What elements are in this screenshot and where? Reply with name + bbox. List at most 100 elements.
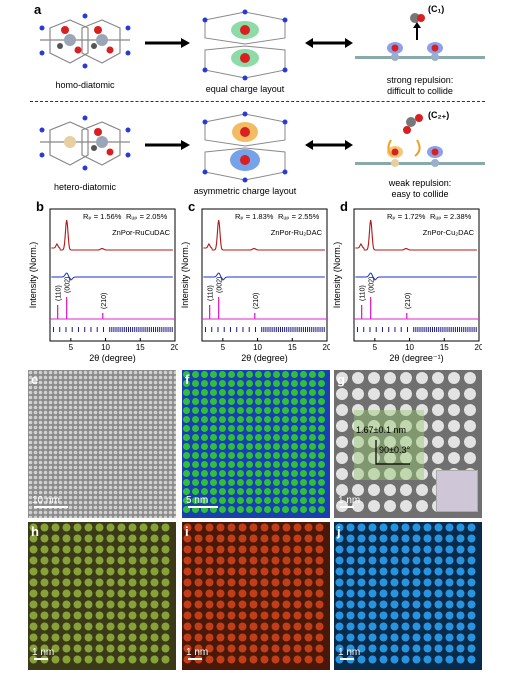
lattice-spot — [53, 455, 58, 460]
lattice-spot — [84, 644, 93, 653]
lattice-spot — [168, 475, 173, 480]
lattice-spot — [246, 407, 253, 414]
lattice-spot — [138, 395, 143, 400]
lattice-spot — [143, 380, 148, 385]
lattice-spot — [205, 622, 214, 631]
lattice-spot — [168, 450, 173, 455]
lattice-spot — [88, 470, 93, 475]
lattice-spot — [153, 385, 158, 390]
lattice-spot — [205, 556, 214, 565]
rp-value: Rₚ = 1.72% — [387, 212, 426, 221]
lattice-spot — [445, 600, 454, 609]
lattice-spot — [103, 485, 108, 490]
lattice-spot — [228, 497, 235, 504]
lattice-spot — [255, 434, 262, 441]
lattice-spot — [128, 644, 137, 653]
lattice-spot — [68, 445, 73, 450]
lattice-spot — [128, 380, 133, 385]
lattice-spot — [401, 523, 410, 532]
lattice-spot — [445, 545, 454, 554]
lattice-spot — [282, 534, 291, 543]
lattice-spot — [168, 435, 173, 440]
lattice-spot — [139, 556, 148, 565]
lattice-spot — [38, 450, 43, 455]
lattice-spot — [282, 470, 289, 477]
panel-f-scale-label: 5 nm — [186, 495, 209, 506]
lattice-spot — [467, 600, 476, 609]
lattice-spot — [53, 400, 58, 405]
lattice-spot — [103, 470, 108, 475]
lattice-spot — [68, 470, 73, 475]
lattice-spot — [138, 410, 143, 415]
lattice-spot — [98, 505, 103, 510]
lattice-spot — [123, 415, 128, 420]
lattice-spot — [291, 470, 298, 477]
lattice-spot — [128, 589, 137, 598]
lattice-spot — [83, 395, 88, 400]
lattice-spot — [238, 611, 247, 620]
lattice-spot — [384, 372, 396, 384]
lattice-spot — [93, 450, 98, 455]
lattice-spot — [264, 380, 271, 387]
lattice-spot — [98, 500, 103, 505]
lattice-spot — [432, 404, 444, 416]
lattice-spot — [51, 644, 60, 653]
lattice-spot — [48, 400, 53, 405]
lattice-spot — [73, 440, 78, 445]
lattice-spot — [423, 556, 432, 565]
lattice-spot — [139, 633, 148, 642]
lattice-spot — [238, 633, 247, 642]
lattice-spot — [210, 416, 217, 423]
lattice-spot — [255, 443, 262, 450]
lattice-spot — [117, 578, 126, 587]
lattice-spot — [205, 633, 214, 642]
lattice-spot — [62, 633, 71, 642]
lattice-spot — [153, 455, 158, 460]
lattice-spot — [84, 622, 93, 631]
lattice-spot — [58, 400, 63, 405]
lattice-spot — [264, 434, 271, 441]
lattice-spot — [158, 490, 163, 495]
lattice-spot — [48, 420, 53, 425]
lattice-spot — [467, 567, 476, 576]
lattice-spot — [416, 468, 428, 480]
lattice-spot — [128, 445, 133, 450]
lattice-spot — [106, 600, 115, 609]
lattice-spot — [168, 370, 173, 375]
lattice-spot — [148, 460, 153, 465]
lattice-spot — [117, 567, 126, 576]
lattice-spot — [43, 420, 48, 425]
lattice-spot — [423, 633, 432, 642]
lattice-spot — [173, 375, 176, 380]
lattice-spot — [163, 485, 168, 490]
lattice-spot — [237, 380, 244, 387]
lattice-spot — [73, 465, 78, 470]
lattice-spot — [113, 405, 118, 410]
fit-curve — [203, 219, 325, 251]
lattice-spot — [448, 372, 460, 384]
lattice-spot — [108, 515, 113, 518]
lattice-spot — [93, 395, 98, 400]
lattice-spot — [93, 385, 98, 390]
lattice-spot — [158, 380, 163, 385]
lattice-spot — [249, 523, 258, 532]
lattice-spot — [401, 534, 410, 543]
lattice-spot — [88, 420, 93, 425]
lattice-spot — [63, 445, 68, 450]
lattice-spot — [158, 390, 163, 395]
lattice-spot — [51, 589, 60, 598]
lattice-spot — [88, 475, 93, 480]
lattice-spot — [28, 480, 33, 485]
lattice-spot — [68, 405, 73, 410]
lattice-spot — [58, 490, 63, 495]
lattice-spot — [93, 475, 98, 480]
panel-h-label: h — [31, 524, 39, 539]
lattice-spot — [467, 611, 476, 620]
lattice-spot — [368, 611, 377, 620]
lattice-spot — [249, 578, 258, 587]
lattice-spot — [62, 567, 71, 576]
lattice-spot — [148, 500, 153, 505]
lattice-spot — [183, 611, 192, 620]
equal-charge-layout-illustration — [202, 9, 288, 81]
lattice-spot — [95, 655, 104, 664]
